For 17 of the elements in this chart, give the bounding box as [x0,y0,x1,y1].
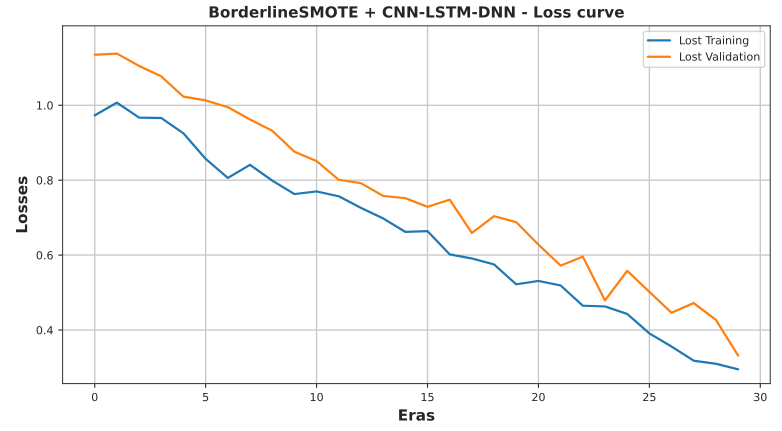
x-tick-label: 0 [92,392,98,402]
line-series [94,102,740,370]
y-tick-label: 0.4 [36,326,53,334]
legend-label: Lost Training [680,36,748,47]
x-tick-label: 25 [643,392,656,402]
y-tick-label: 0.8 [36,176,53,185]
chart-title: BorderlineSMOTE + CNN-LSTM-DNN - Loss curve [210,6,624,18]
legend-label: Lost Validation [680,52,760,61]
y-axis-title: Losses [16,176,28,232]
y-tick-label: 1.0 [37,101,53,110]
x-tick-label: 5 [202,392,208,402]
x-tick-label: 30 [754,392,767,402]
x-tick-label: 10 [310,392,323,402]
x-axis-title: Eras [399,409,434,421]
y-tick-label: 0.6 [36,251,53,260]
x-tick-label: 15 [422,392,434,402]
x-tick-label: 20 [532,392,545,402]
